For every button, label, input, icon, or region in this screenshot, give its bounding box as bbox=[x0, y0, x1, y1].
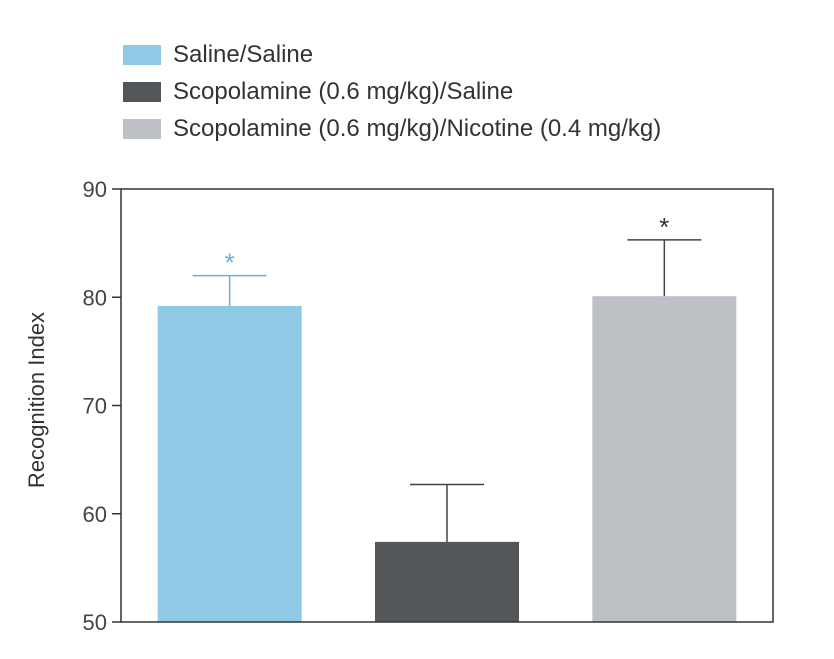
significance-marker: * bbox=[225, 248, 235, 278]
legend-label: Scopolamine (0.6 mg/kg)/Saline bbox=[173, 77, 514, 105]
bar bbox=[592, 296, 737, 622]
legend-item-saline-saline: Saline/Saline bbox=[123, 36, 661, 73]
bar bbox=[375, 541, 519, 622]
legend-swatch bbox=[123, 118, 161, 139]
y-tick-label: 50 bbox=[83, 610, 107, 635]
legend-label: Saline/Saline bbox=[173, 40, 314, 68]
y-axis-title: Recognition Index bbox=[24, 312, 49, 488]
legend-swatch bbox=[123, 81, 161, 102]
y-tick-label: 70 bbox=[83, 394, 107, 419]
plot-frame bbox=[120, 188, 774, 623]
legend-item-scopolamine-saline: Scopolamine (0.6 mg/kg)/Saline bbox=[123, 73, 661, 110]
bar bbox=[157, 305, 302, 622]
legend-label: Scopolamine (0.6 mg/kg)/Nicotine (0.4 mg… bbox=[173, 114, 662, 142]
y-tick-label: 90 bbox=[83, 177, 107, 202]
legend: Saline/Saline Scopolamine (0.6 mg/kg)/Sa… bbox=[123, 36, 661, 147]
legend-item-scopolamine-nicotine: Scopolamine (0.6 mg/kg)/Nicotine (0.4 mg… bbox=[123, 110, 661, 147]
legend-swatch bbox=[123, 44, 161, 65]
significance-marker: * bbox=[659, 212, 669, 242]
y-tick-label: 60 bbox=[83, 502, 107, 527]
y-tick-label: 80 bbox=[83, 285, 107, 310]
